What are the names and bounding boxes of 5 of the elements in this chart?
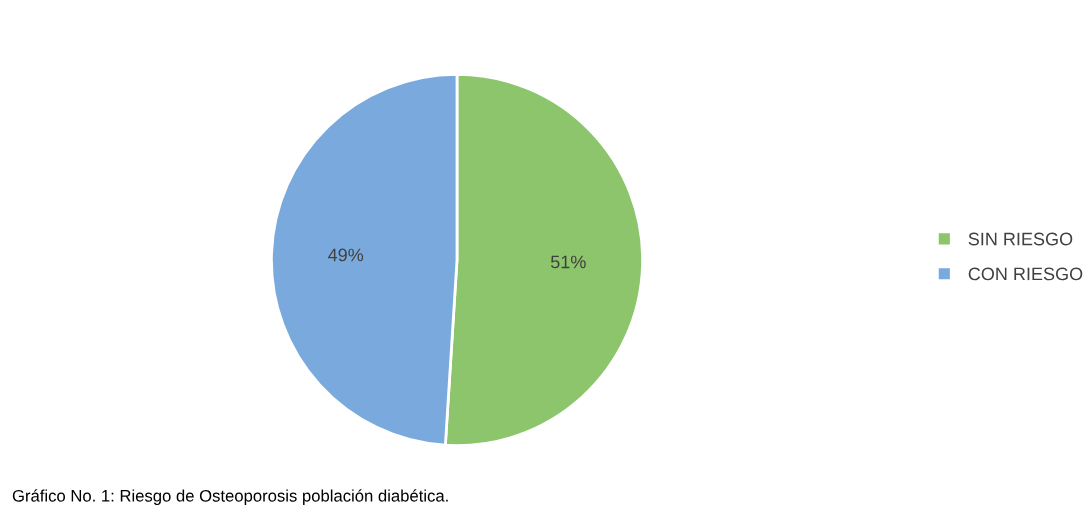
text: Gráfico No. 1: Riesgo de Osteoporosis población diabética. [12, 489, 448, 505]
legend-label: SIN RIESGO [968, 232, 1073, 246]
legend-label: CON RIESGO [968, 267, 1083, 281]
data-label: 51% [550, 255, 586, 269]
data-label: 49% [328, 248, 364, 262]
